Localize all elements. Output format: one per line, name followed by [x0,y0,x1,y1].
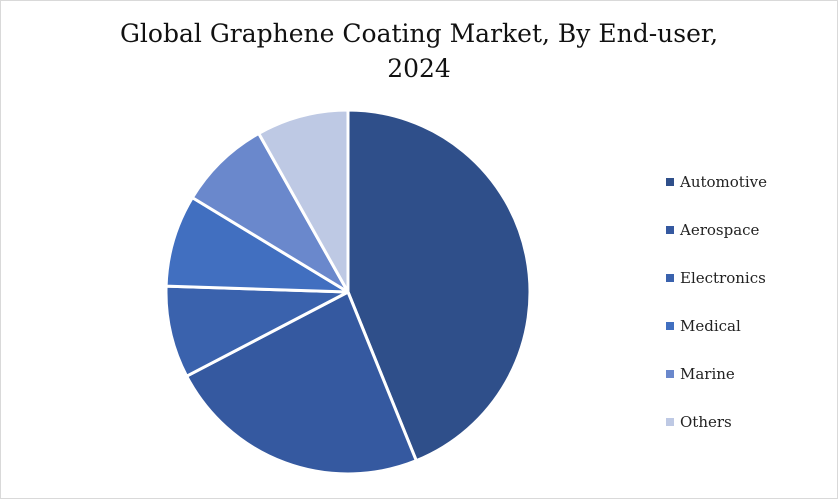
pie-slice-electronics [164,284,350,378]
pie-slice-marine [190,131,350,294]
legend-label: Medical [680,317,741,335]
legend-item-marine: Marine [666,362,767,386]
legend-swatch [666,322,674,330]
legend-swatch [666,178,674,186]
legend-label: Marine [680,365,735,383]
legend-item-medical: Medical [666,314,767,338]
pie-slice-automotive [346,108,532,463]
chart-title-line2: 2024 [387,54,451,83]
legend-item-automotive: Automotive [666,170,767,194]
legend-item-electronics: Electronics [666,266,767,290]
legend-label: Electronics [680,269,766,287]
chart-title: Global Graphene Coating Market, By End-u… [0,16,838,86]
pie-slice-medical [164,196,350,294]
legend: Automotive Aerospace Electronics Medical Mar… [666,170,767,458]
legend-swatch [666,274,674,282]
chart-title-line1: Global Graphene Coating Market, By End-u… [119,19,719,48]
legend-item-others: Others [666,410,767,434]
legend-swatch [666,418,674,426]
legend-swatch [666,370,674,378]
legend-label: Aerospace [680,221,760,239]
legend-label: Others [680,413,732,431]
legend-item-aerospace: Aerospace [666,218,767,242]
legend-swatch [666,226,674,234]
legend-label: Automotive [680,173,767,191]
pie-slice-others [257,108,350,294]
pie-slice-aerospace [185,290,418,476]
